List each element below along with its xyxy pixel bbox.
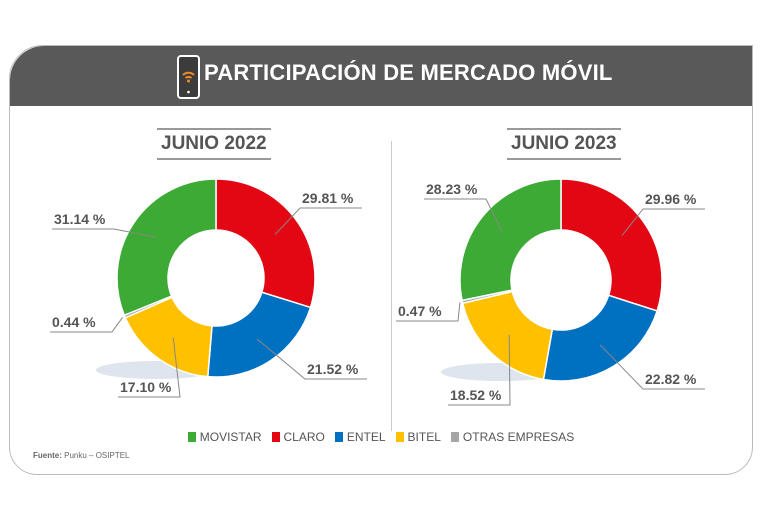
data-label: 29.81 % xyxy=(302,190,354,206)
data-label: 17.10 % xyxy=(120,379,172,395)
data-label: 0.47 % xyxy=(398,303,442,319)
legend-label: ENTEL xyxy=(346,430,386,444)
leader-line xyxy=(256,338,367,380)
legend-swatch xyxy=(271,432,280,442)
donut-slice-entel xyxy=(542,294,659,382)
data-label: 28.23 % xyxy=(426,181,478,197)
data-label: 22.82 % xyxy=(645,371,697,387)
data-label: 18.52 % xyxy=(450,387,502,403)
donut-slice-claro xyxy=(215,178,316,309)
leader-line xyxy=(396,302,461,322)
donut-slice-movistar xyxy=(116,178,217,317)
data-label: 29.96 % xyxy=(645,191,697,207)
subtitle-2023: JUNIO 2023 xyxy=(507,128,621,160)
legend-label: BITEL xyxy=(407,430,441,444)
donut-slice-entel xyxy=(206,291,312,378)
source-text: Punku – OSIPTEL xyxy=(64,451,130,460)
legend-item: MOVISTAR xyxy=(187,430,262,444)
legend-swatch xyxy=(187,432,196,442)
leader-line xyxy=(52,228,156,238)
subtitle-2022: JUNIO 2022 xyxy=(157,128,271,160)
legend-swatch xyxy=(395,432,404,442)
source-label: Fuente: xyxy=(33,451,62,460)
data-label: 31.14 % xyxy=(54,211,106,227)
leader-line xyxy=(599,344,705,390)
leader-line xyxy=(424,198,503,233)
divider xyxy=(391,141,392,431)
donut-slice-bitel xyxy=(461,290,554,381)
legend-label: MOVISTAR xyxy=(199,430,262,444)
legend-label: OTRAS EMPRESAS xyxy=(462,430,575,444)
donut-slice-movistar xyxy=(459,178,562,302)
leader-line xyxy=(50,317,123,333)
legend-swatch xyxy=(450,432,459,442)
data-label: 0.44 % xyxy=(52,314,96,330)
legend-item: BITEL xyxy=(395,430,441,444)
donut-slice-claro xyxy=(560,178,663,312)
leader-line xyxy=(118,337,181,398)
legend-item: ENTEL xyxy=(334,430,386,444)
leader-line xyxy=(274,207,362,235)
header-bar: PARTICIPACIÓN DE MERCADO MÓVIL xyxy=(10,46,752,106)
chart-title: PARTICIPACIÓN DE MERCADO MÓVIL xyxy=(204,60,613,85)
legend: MOVISTAR CLARO ENTEL BITEL OTRAS EMPRESAS xyxy=(10,430,752,444)
legend-swatch xyxy=(334,432,343,442)
leader-line xyxy=(621,208,705,236)
legend-item: OTRAS EMPRESAS xyxy=(450,430,575,444)
legend-item: CLARO xyxy=(271,430,325,444)
smartphone-wifi-icon xyxy=(177,55,200,99)
legend-label: CLARO xyxy=(283,430,325,444)
leader-line xyxy=(448,334,511,406)
data-label: 21.52 % xyxy=(307,361,359,377)
source-note: Fuente: Punku – OSIPTEL xyxy=(33,451,130,460)
